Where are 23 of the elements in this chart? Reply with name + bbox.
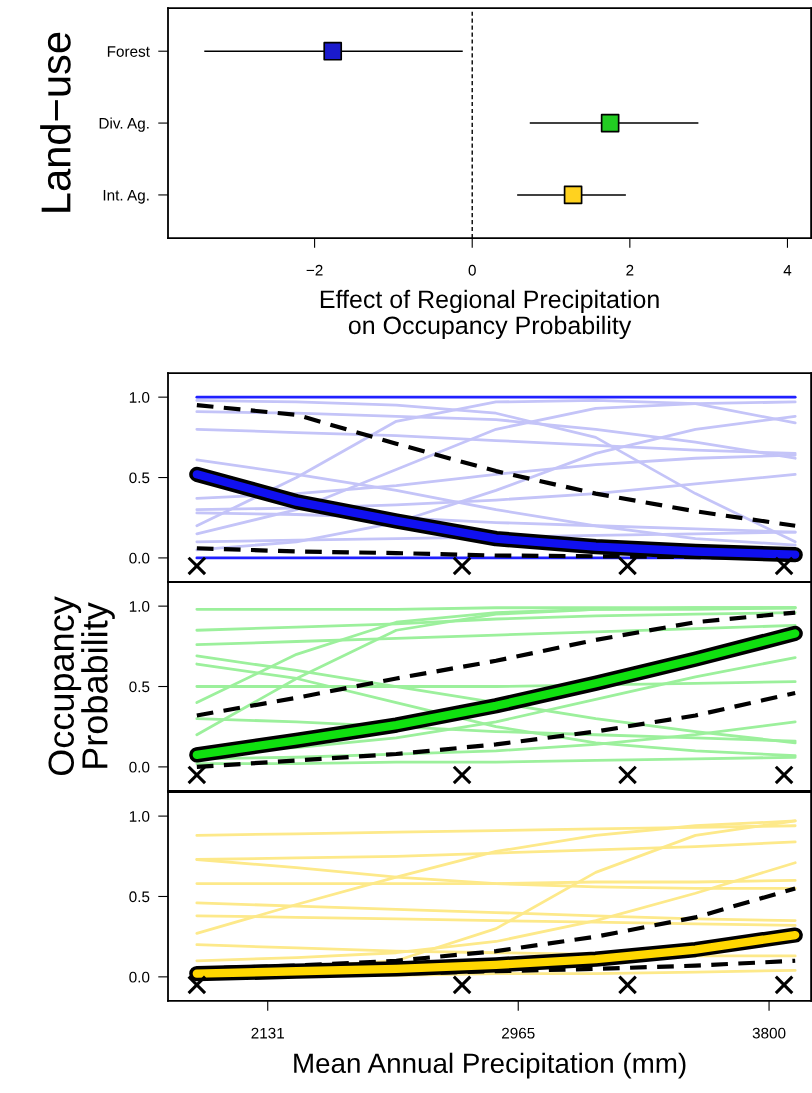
y-tick-label: Forest xyxy=(107,46,150,57)
y-tick-label: 0.0 xyxy=(129,971,150,983)
y-tick-label: 1.0 xyxy=(129,810,150,822)
x-tick-label: 0 xyxy=(468,264,476,276)
y-tick-label: 1.0 xyxy=(129,392,150,403)
y-axis-title: Occupancy Probability xyxy=(48,596,115,776)
y-tick-label: Int. Ag. xyxy=(103,189,149,204)
x-tick-label: −2 xyxy=(306,264,323,276)
y-tick-label: 0.5 xyxy=(129,681,150,693)
y-tick-label: 0.0 xyxy=(129,761,150,773)
x-tick-label: 2131 xyxy=(251,1027,284,1039)
x-tick-label: 3800 xyxy=(752,1027,786,1039)
x-tick-label: 2 xyxy=(626,264,634,276)
y-tick-label: 0.5 xyxy=(129,891,150,903)
x-axis-title: Mean Annual Precipitation (mm) xyxy=(294,1052,686,1079)
x-tick-label: 4 xyxy=(783,265,792,276)
y-tick-label: 0.0 xyxy=(129,552,150,564)
x-tick-label: 2965 xyxy=(502,1027,535,1039)
y-tick-label: 1.0 xyxy=(129,601,150,612)
y-axis-title: Land−use xyxy=(40,32,71,212)
y-tick-label: Div. Ag. xyxy=(99,117,149,132)
x-axis-title: Effect of Regional Precipitation on Occupancy Probability xyxy=(320,289,659,340)
y-tick-label: 0.5 xyxy=(129,472,150,484)
